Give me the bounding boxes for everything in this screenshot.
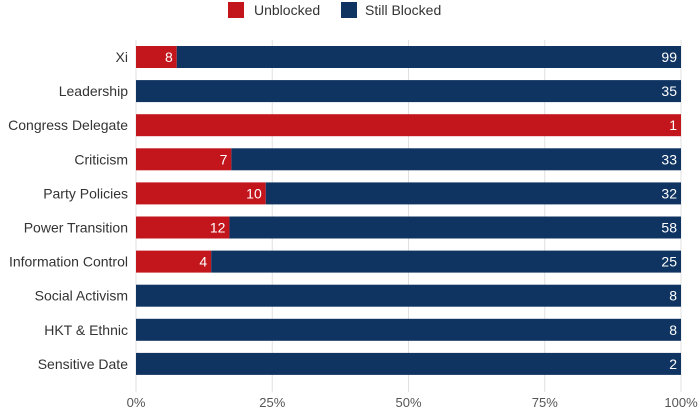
data-label-still-blocked-xi: 99 <box>661 49 677 65</box>
x-tick-label: 25% <box>259 395 285 408</box>
data-label-still-blocked-sensitive-date: 2 <box>669 356 677 372</box>
bar-unblocked-xi <box>136 46 177 68</box>
data-label-unblocked-xi: 8 <box>165 49 173 65</box>
legend-swatch-unblocked <box>228 2 244 18</box>
bars: 8 99 35 1 7 33 10 32 12 58 4 25 8 8 2 <box>136 46 681 375</box>
x-tick-label: 75% <box>532 395 558 408</box>
category-label-social-activism: Social Activism <box>35 288 128 304</box>
data-label-still-blocked-social-activism: 8 <box>669 288 677 304</box>
category-label-party-policies: Party Policies <box>43 185 128 201</box>
legend-label-unblocked: Unblocked <box>254 2 320 18</box>
bar-still-blocked-criticism <box>231 148 681 171</box>
x-tick-label: 0% <box>127 395 146 408</box>
bar-unblocked-criticism <box>136 148 232 171</box>
bar-still-blocked-power-transition <box>229 216 681 239</box>
data-label-unblocked-power-transition: 12 <box>210 220 226 236</box>
category-label-criticism: Criticism <box>74 151 128 167</box>
bar-unblocked-party-policies <box>136 182 266 205</box>
data-label-still-blocked-power-transition: 58 <box>661 220 677 236</box>
category-label-leadership: Leadership <box>59 83 128 99</box>
category-label-congress-delegate: Congress Delegate <box>8 117 128 133</box>
category-label-information-control: Information Control <box>9 254 128 270</box>
data-label-unblocked-criticism: 7 <box>220 151 228 167</box>
category-labels: Xi Leadership Congress Delegate Criticism Pa… <box>8 49 128 372</box>
legend-label-still-blocked: Still Blocked <box>365 2 441 18</box>
bar-still-blocked-information-control <box>211 250 681 273</box>
data-label-still-blocked-hkt-ethnic: 8 <box>669 322 677 338</box>
x-tick-label: 50% <box>395 395 421 408</box>
bar-still-blocked-sensitive-date <box>136 352 681 375</box>
category-label-xi: Xi <box>116 49 128 65</box>
data-label-unblocked-information-control: 4 <box>199 254 207 270</box>
bar-unblocked-congress-delegate <box>136 114 681 137</box>
x-tick-label: 100% <box>664 395 698 408</box>
bar-still-blocked-hkt-ethnic <box>136 318 681 341</box>
x-tick-labels: 0% 25% 50% 75% 100% <box>127 395 698 408</box>
bar-unblocked-information-control <box>136 250 212 273</box>
category-label-hkt-ethnic: HKT & Ethnic <box>44 322 128 338</box>
bar-unblocked-power-transition <box>136 216 230 239</box>
data-label-still-blocked-party-policies: 32 <box>661 185 677 201</box>
data-label-unblocked-congress-delegate: 1 <box>669 117 677 133</box>
bar-still-blocked-leadership <box>136 80 681 103</box>
data-label-still-blocked-criticism: 33 <box>661 151 677 167</box>
data-label-still-blocked-leadership: 35 <box>661 83 677 99</box>
data-label-unblocked-party-policies: 10 <box>246 185 262 201</box>
bar-still-blocked-social-activism <box>136 284 681 307</box>
legend: Unblocked Still Blocked <box>228 2 441 18</box>
bar-still-blocked-xi <box>176 46 681 68</box>
legend-swatch-still-blocked <box>341 2 357 18</box>
data-label-still-blocked-information-control: 25 <box>661 254 677 270</box>
category-label-power-transition: Power Transition <box>24 220 128 236</box>
bar-still-blocked-party-policies <box>265 182 681 205</box>
category-label-sensitive-date: Sensitive Date <box>38 356 128 372</box>
